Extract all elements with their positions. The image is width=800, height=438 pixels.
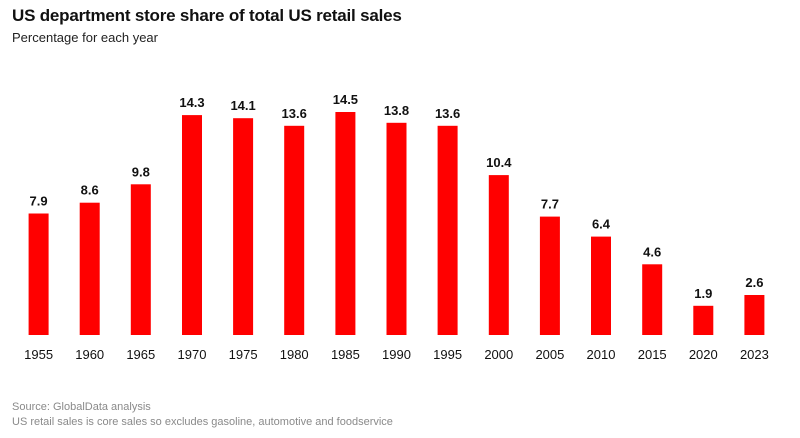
data-label-1960: 8.6 <box>81 183 99 198</box>
x-tick-label-1985: 1985 <box>331 347 360 362</box>
x-tick-label-1955: 1955 <box>24 347 53 362</box>
data-label-1965: 9.8 <box>132 164 150 179</box>
bar-2020 <box>693 305 714 335</box>
data-label-1990: 13.8 <box>384 103 409 118</box>
data-label-1975: 14.1 <box>230 98 255 113</box>
bar-1965 <box>130 184 151 335</box>
x-tick-label-1960: 1960 <box>75 347 104 362</box>
bar-2000 <box>488 175 509 335</box>
data-label-1955: 7.9 <box>30 194 48 209</box>
bar-2005 <box>539 216 560 335</box>
data-label-1980: 13.6 <box>282 106 307 121</box>
bar-1975 <box>233 118 254 335</box>
x-tick-label-1970: 1970 <box>178 347 207 362</box>
x-tick-label-2010: 2010 <box>587 347 616 362</box>
bar-1995 <box>437 125 458 335</box>
chart-subtitle: Percentage for each year <box>12 30 158 45</box>
bar-1955 <box>28 213 49 335</box>
x-tick-label-1975: 1975 <box>229 347 258 362</box>
x-tick-label-2015: 2015 <box>638 347 667 362</box>
data-label-1995: 13.6 <box>435 106 460 121</box>
bar-1990 <box>386 122 407 335</box>
bar-1985 <box>335 112 356 335</box>
bar-1960 <box>79 202 100 335</box>
data-label-1985: 14.5 <box>333 92 358 107</box>
footnote: US retail sales is core sales so exclude… <box>12 416 393 428</box>
bar-2023 <box>744 295 765 335</box>
chart-title: US department store share of total US re… <box>12 6 402 25</box>
bar-2010 <box>591 236 611 335</box>
x-tick-label-2023: 2023 <box>740 347 769 362</box>
data-label-2000: 10.4 <box>486 155 512 170</box>
data-label-2015: 4.6 <box>643 244 661 259</box>
x-tick-label-2000: 2000 <box>484 347 513 362</box>
data-label-2005: 7.7 <box>541 197 559 212</box>
data-label-2023: 2.6 <box>745 275 763 290</box>
data-label-1970: 14.3 <box>179 95 204 110</box>
source-note: Source: GlobalData analysis <box>12 401 151 413</box>
bar-2015 <box>642 264 663 335</box>
x-tick-label-1980: 1980 <box>280 347 309 362</box>
data-label-2010: 6.4 <box>592 217 611 232</box>
x-tick-label-1990: 1990 <box>382 347 411 362</box>
x-tick-label-1965: 1965 <box>126 347 155 362</box>
x-tick-label-1995: 1995 <box>433 347 462 362</box>
x-tick-label-2020: 2020 <box>689 347 718 362</box>
bar-1970 <box>182 115 202 335</box>
x-tick-label-2005: 2005 <box>535 347 564 362</box>
data-label-2020: 1.9 <box>694 286 712 301</box>
bar-1980 <box>284 125 305 335</box>
